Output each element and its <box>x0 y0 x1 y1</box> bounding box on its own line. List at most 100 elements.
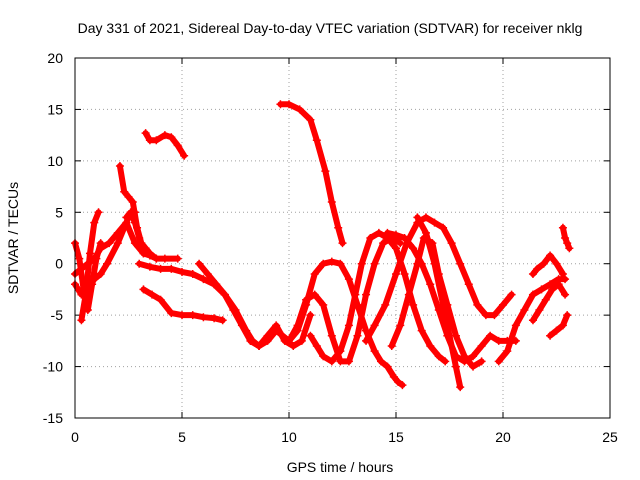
x-tick-label: 15 <box>388 429 404 445</box>
data-point <box>528 290 537 299</box>
data-point <box>180 151 189 160</box>
data-point <box>90 218 99 227</box>
data-point <box>75 254 84 263</box>
data-point <box>178 267 186 276</box>
y-tick-labels: -15 -10 -5 0 5 10 15 20 <box>43 50 63 426</box>
y-tick-label: -10 <box>43 359 63 375</box>
data-point <box>421 213 430 222</box>
data-point <box>552 259 561 268</box>
data-point <box>394 378 403 386</box>
data-point <box>319 352 328 361</box>
data-point <box>392 244 400 253</box>
data-point <box>302 295 311 304</box>
data-point <box>486 331 495 340</box>
data-point <box>541 295 550 304</box>
data-point <box>77 316 86 325</box>
data-point <box>374 228 383 237</box>
data-point <box>439 300 448 309</box>
data-point <box>366 234 375 242</box>
data-point <box>167 309 176 318</box>
data-point <box>439 223 448 232</box>
data-point <box>229 306 238 314</box>
data-point <box>460 357 469 366</box>
data-point <box>554 280 563 289</box>
x-tick-label: 0 <box>71 429 79 445</box>
data-point <box>336 259 345 268</box>
data-point <box>312 136 321 145</box>
data-series <box>71 100 574 392</box>
data-point <box>528 316 537 325</box>
series-trace <box>547 312 571 339</box>
data-point <box>344 321 353 330</box>
data-point <box>370 259 379 268</box>
data-point <box>319 300 328 309</box>
data-point <box>289 342 298 350</box>
data-point <box>389 372 398 381</box>
series-arc-23 <box>558 223 574 253</box>
y-axis-label: SDTVAR / TECUs <box>5 182 21 294</box>
data-point <box>533 264 542 273</box>
data-point <box>434 352 443 361</box>
data-point <box>563 239 572 248</box>
data-point <box>167 264 176 273</box>
data-point <box>558 270 567 278</box>
data-point <box>456 259 465 268</box>
data-point <box>212 280 221 289</box>
data-point <box>327 331 336 340</box>
data-point <box>160 131 169 140</box>
data-point <box>103 259 112 268</box>
data-point <box>430 218 439 227</box>
series-trace <box>307 229 449 365</box>
data-point <box>398 381 407 390</box>
series-arc-6 <box>122 208 161 263</box>
series-trace <box>277 101 346 247</box>
data-point <box>199 275 208 284</box>
data-point <box>276 100 285 109</box>
series-arc-9 <box>139 285 227 325</box>
data-point <box>528 270 537 278</box>
data-point <box>295 105 304 114</box>
data-point <box>392 270 400 278</box>
data-point <box>128 198 137 206</box>
data-point <box>344 275 353 284</box>
data-point <box>561 275 570 284</box>
data-point <box>312 342 321 350</box>
data-point <box>90 254 99 263</box>
data-point <box>334 223 343 232</box>
data-point <box>327 198 336 206</box>
data-point <box>426 342 435 350</box>
series-trace <box>530 281 569 324</box>
data-point <box>126 208 135 217</box>
data-point <box>139 285 148 294</box>
data-point <box>293 321 302 330</box>
x-tick-labels: 0 5 10 15 20 25 <box>71 429 618 445</box>
data-point <box>338 239 347 248</box>
data-point <box>548 285 557 294</box>
data-point <box>396 321 405 330</box>
data-point <box>539 259 548 268</box>
data-point <box>477 357 486 366</box>
data-point <box>535 306 544 314</box>
data-point <box>383 228 392 237</box>
data-point <box>558 223 567 232</box>
data-point <box>199 313 208 322</box>
data-point <box>188 311 197 320</box>
data-point <box>400 234 409 242</box>
data-point <box>481 311 490 320</box>
data-point <box>490 311 499 320</box>
data-point <box>561 234 570 242</box>
data-point <box>152 136 161 145</box>
data-point <box>156 264 165 273</box>
chart-title: Day 331 of 2021, Sidereal Day-to-day VTE… <box>78 20 583 36</box>
data-point <box>404 290 413 299</box>
data-point <box>561 290 570 299</box>
data-point <box>255 342 264 350</box>
data-point <box>306 115 315 124</box>
data-point <box>139 249 148 258</box>
data-point <box>336 347 345 356</box>
data-point <box>499 300 507 309</box>
data-point <box>156 295 165 304</box>
data-point <box>426 280 435 289</box>
data-point <box>297 336 306 345</box>
